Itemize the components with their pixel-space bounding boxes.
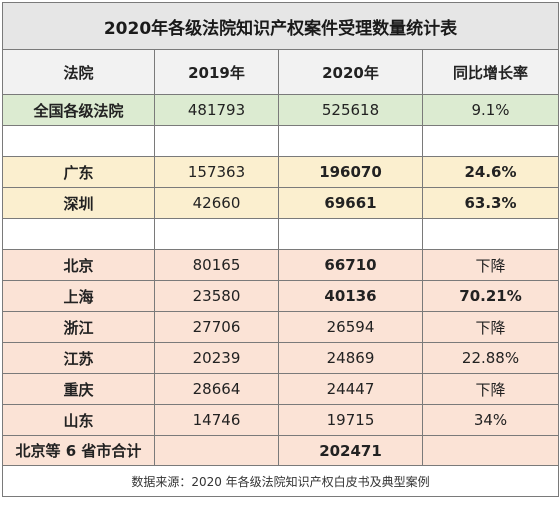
court-name: 北京 (2, 249, 155, 281)
growth-rate: 下降 (421, 249, 560, 281)
header-2019: 2019年 (154, 49, 279, 95)
table-title-row: 2020年各级法院知识产权案件受理数量统计表 (1, 2, 560, 50)
court-name: 广东 (2, 156, 155, 188)
empty-cell (2, 218, 155, 250)
empty-cell (278, 218, 423, 250)
table-row: 上海 23580 40136 70.21% (2, 280, 560, 312)
value-2019: 20239 (154, 342, 279, 374)
court-name: 深圳 (2, 187, 155, 219)
court-name: 江苏 (2, 342, 155, 374)
source-row: 数据来源：2020 年各级法院知识产权白皮书及典型案例 (1, 465, 560, 497)
spacer-row (2, 218, 560, 250)
growth-rate: 24.6% (421, 156, 560, 188)
table-row: 深圳 42660 69661 63.3% (2, 187, 560, 219)
value-2019: 80165 (154, 249, 279, 281)
growth-rate: 34% (421, 404, 560, 436)
empty-cell (278, 125, 423, 157)
value-2020: 66710 (278, 249, 423, 281)
value-2019: 42660 (154, 187, 279, 219)
header-court: 法院 (2, 49, 155, 95)
growth-rate: 22.88% (421, 342, 560, 374)
value-2019: 157363 (154, 156, 279, 188)
data-source-note: 数据来源：2020 年各级法院知识产权白皮书及典型案例 (1, 465, 560, 497)
header-row: 法院 2019年 2020年 同比增长率 (2, 49, 560, 95)
table-row: 重庆 28664 24447 下降 (2, 373, 560, 405)
value-2020: 26594 (278, 311, 423, 343)
table-row-national: 全国各级法院 481793 525618 9.1% (2, 94, 560, 126)
table-row: 江苏 20239 24869 22.88% (2, 342, 560, 374)
growth-rate: 9.1% (421, 94, 560, 126)
table-title: 2020年各级法院知识产权案件受理数量统计表 (1, 2, 560, 50)
value-2019: 28664 (154, 373, 279, 405)
court-name: 上海 (2, 280, 155, 312)
value-2020: 40136 (278, 280, 423, 312)
spacer-row (2, 125, 560, 157)
court-name: 山东 (2, 404, 155, 436)
value-2020: 24447 (278, 373, 423, 405)
court-name: 重庆 (2, 373, 155, 405)
growth-rate: 70.21% (421, 280, 560, 312)
empty-cell (421, 125, 560, 157)
table-row: 广东 157363 196070 24.6% (2, 156, 560, 188)
total-label: 北京等 6 省市合计 (2, 435, 155, 466)
empty-cell (154, 435, 279, 466)
empty-cell (2, 125, 155, 157)
empty-cell (421, 435, 560, 466)
value-2019: 14746 (154, 404, 279, 436)
total-row: 北京等 6 省市合计 202471 (2, 435, 560, 466)
value-2019: 27706 (154, 311, 279, 343)
court-name: 浙江 (2, 311, 155, 343)
value-2020: 19715 (278, 404, 423, 436)
table-row: 山东 14746 19715 34% (2, 404, 560, 436)
value-2019: 23580 (154, 280, 279, 312)
empty-cell (154, 218, 279, 250)
header-growth-rate: 同比增长率 (421, 49, 560, 95)
empty-cell (421, 218, 560, 250)
value-2020: 525618 (278, 94, 423, 126)
growth-rate: 63.3% (421, 187, 560, 219)
value-2020: 196070 (278, 156, 423, 188)
growth-rate: 下降 (421, 311, 560, 343)
header-2020: 2020年 (278, 49, 423, 95)
empty-cell (154, 125, 279, 157)
value-2020: 69661 (278, 187, 423, 219)
ip-case-statistics-table: 2020年各级法院知识产权案件受理数量统计表 法院 2019年 2020年 同比… (1, 2, 560, 497)
court-name: 全国各级法院 (2, 94, 155, 126)
table-row: 浙江 27706 26594 下降 (2, 311, 560, 343)
total-value-2020: 202471 (278, 435, 423, 466)
growth-rate: 下降 (421, 373, 560, 405)
table-row: 北京 80165 66710 下降 (2, 249, 560, 281)
value-2019: 481793 (154, 94, 279, 126)
value-2020: 24869 (278, 342, 423, 374)
